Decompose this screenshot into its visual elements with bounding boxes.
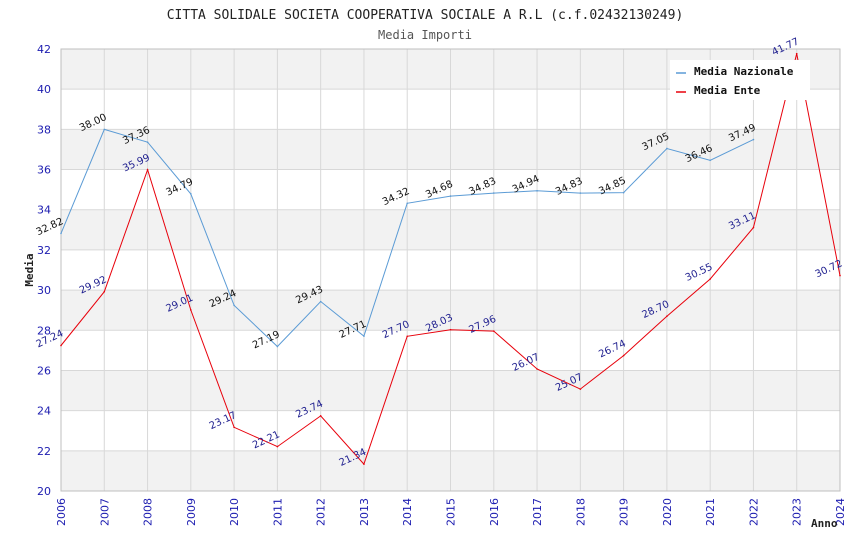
data-point <box>536 368 538 370</box>
data-point <box>449 195 452 197</box>
data-point <box>319 300 322 303</box>
data-point <box>60 344 62 347</box>
data-point <box>752 226 755 229</box>
y-axis-ticks: 20 22 24 26 28 30 32 34 36 38 40 42 <box>37 43 51 498</box>
data-point <box>666 147 668 150</box>
y-tick-label: 30 <box>37 284 51 297</box>
x-tick-label: 2010 <box>228 498 241 526</box>
chart-title: CITTA SOLIDALE SOCIETA COOPERATIVA SOCIA… <box>167 8 684 23</box>
data-point <box>752 138 755 141</box>
data-point <box>622 191 625 194</box>
y-tick-label: 24 <box>37 405 51 418</box>
data-point <box>536 190 538 192</box>
data-point <box>60 232 62 235</box>
data-point <box>666 315 668 318</box>
data-point <box>190 309 192 311</box>
data-point <box>363 335 365 337</box>
x-tick-label: 2019 <box>618 498 631 526</box>
x-tick-label: 2021 <box>704 498 717 526</box>
legend-label-media-nazionale: Media Nazionale <box>694 65 794 78</box>
data-point <box>795 52 798 55</box>
legend: Media Nazionale Media Ente <box>670 60 810 100</box>
x-axis-label: Anno <box>811 517 838 530</box>
legend-label-media-ente: Media Ente <box>694 84 761 97</box>
data-point <box>363 463 365 465</box>
data-point <box>276 345 279 348</box>
data-point <box>709 159 711 162</box>
y-tick-label: 42 <box>37 43 51 56</box>
data-point <box>233 304 235 307</box>
data-point <box>449 328 452 331</box>
series-lines <box>60 52 841 466</box>
y-tick-label: 32 <box>37 244 51 257</box>
y-tick-label: 38 <box>37 123 51 136</box>
data-point <box>579 388 582 390</box>
data-point <box>103 290 106 293</box>
data-point <box>276 445 279 448</box>
y-tick-label: 26 <box>37 364 51 377</box>
data-point <box>319 415 322 417</box>
x-tick-label: 2024 <box>834 498 847 526</box>
data-point <box>839 274 841 277</box>
data-point <box>190 193 192 195</box>
x-axis-ticks: 2006 2007 2008 2009 2010 2011 2012 2013 2014 2015… <box>55 498 847 526</box>
x-tick-label: 2014 <box>401 498 414 526</box>
data-point <box>103 128 106 131</box>
x-tick-label: 2016 <box>488 498 501 526</box>
data-point <box>579 192 582 194</box>
x-tick-label: 2012 <box>315 498 328 526</box>
legend-background <box>670 60 810 100</box>
data-point <box>233 426 235 429</box>
y-tick-label: 36 <box>37 164 51 177</box>
x-tick-label: 2008 <box>142 498 155 526</box>
y-tick-label: 40 <box>37 83 51 96</box>
x-tick-label: 2018 <box>574 498 587 526</box>
x-tick-label: 2015 <box>445 498 458 526</box>
data-point <box>406 335 409 338</box>
y-tick-label: 28 <box>37 324 51 337</box>
data-point <box>406 202 409 205</box>
y-axis-label: Media <box>23 253 36 286</box>
data-point <box>146 141 149 144</box>
x-tick-label: 2022 <box>747 498 760 526</box>
x-tick-label: 2011 <box>271 498 284 526</box>
plot-frame <box>60 48 841 492</box>
y-tick-label: 22 <box>37 445 51 458</box>
data-point <box>709 278 711 280</box>
x-tick-label: 2013 <box>358 498 371 526</box>
gridlines <box>60 48 841 492</box>
x-tick-label: 2006 <box>55 498 68 526</box>
data-point <box>492 192 495 194</box>
x-tick-label: 2009 <box>185 498 198 526</box>
x-tick-label: 2023 <box>791 498 804 526</box>
chart-subtitle: Media Importi <box>378 28 472 42</box>
data-point <box>146 168 149 171</box>
data-point <box>492 330 495 332</box>
x-tick-label: 2020 <box>661 498 674 526</box>
y-tick-label: 20 <box>37 485 51 498</box>
data-point <box>622 354 625 357</box>
x-tick-label: 2017 <box>531 498 544 526</box>
x-tick-label: 2007 <box>98 498 111 526</box>
y-tick-label: 34 <box>37 204 51 217</box>
